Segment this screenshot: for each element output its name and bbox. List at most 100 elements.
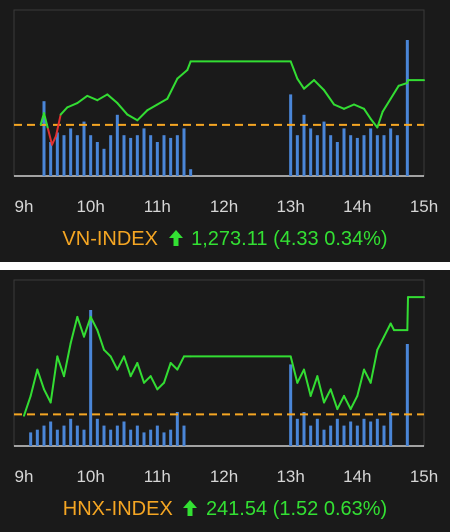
hnx-price-segment [169,362,179,371]
hnx-price-segment [103,348,112,358]
hnx-volume-bar [175,412,179,446]
hnx-price-segment [376,335,385,351]
vn-price-segment [86,94,99,102]
hnx-volume-bar [115,425,119,446]
vn-price-segment [55,113,62,138]
vn-price-segment [136,109,149,122]
vn-index-change: (4.33 0.34%) [273,228,388,250]
hnx-x-tick-label: 9h [15,467,34,486]
hnx-volume-bar [355,425,359,446]
hnx-price-segment [303,368,312,397]
hnx-price-segment [369,348,379,384]
hnx-price-segment [43,388,52,404]
vn-price-segment [369,117,379,129]
vn-volume-bar [355,137,359,176]
hnx-volume-bar [369,421,373,446]
vn-volume-bar [315,135,319,176]
vn-volume-bar [329,135,333,176]
hnx-price-segment [176,355,185,371]
vn-volume-bar [169,137,173,176]
hnx-price-segment [129,362,139,378]
hnx-price-segment [29,368,39,397]
vn-price-segment [296,77,305,90]
vn-volume-bar [95,142,99,176]
hnx-volume-bar [129,429,133,446]
vn-volume-bar [375,135,379,176]
hnx-volume-bar [342,425,346,446]
vn-volume-bar [75,135,79,176]
hnx-volume-bar [182,425,186,446]
hnx-volume-bar [322,429,326,446]
vn-volume-bar [42,101,46,176]
hnx-price-segment [136,362,145,384]
vn-volume-bar [182,128,186,176]
hnx-index-summary: HNX-INDEX 241.54 (1.52 0.63%) [0,498,450,523]
vn-index-name: VN-INDEX [62,228,158,250]
vn-price-segment [176,69,189,80]
vn-volume-bar [322,121,326,176]
hnx-price-segment [76,315,85,338]
vn-volume-bar [142,128,146,176]
hnx-price-segment [143,375,152,384]
hnx-volume-bar [135,425,139,446]
vn-index-panel: 9h 10h 11h 12h 13h 14h 15h VN-INDEX 1,273.11 (… [0,0,450,262]
hnx-x-tick-label: 11h [144,467,171,486]
hnx-volume-bar [315,418,319,446]
vn-price-segment [59,106,69,116]
vn-price-segment [51,135,57,146]
hnx-price-segment [289,355,299,384]
hnx-price-segment [329,388,339,411]
hnx-volume-bar [109,429,113,446]
hnx-volume-bar [405,344,409,446]
hnx-price-segment [389,322,395,332]
hnx-volume-bar [289,364,293,446]
hnx-price-segment [363,368,372,384]
vn-volume-bar [129,137,133,176]
vn-volume-bar [289,94,293,176]
hnx-price-segment [163,362,172,384]
vn-price-segment [289,60,299,80]
vn-price-segment [376,110,384,129]
hnx-volume-bar [382,425,386,446]
hnx-volume-bar [375,418,379,446]
hnx-price-segment [63,342,72,378]
vn-volume-bar [109,135,113,176]
vn-price-segment [146,103,159,112]
hnx-price-segment [69,315,79,345]
hnx-volume-bar [335,418,339,446]
vn-price-segment [343,103,355,110]
hnx-volume-bar [362,418,366,446]
vn-volume-bar [162,135,166,176]
vn-volume-bar [89,135,93,176]
hnx-volume-bar [155,425,159,446]
vn-x-tick-label: 12h [210,197,238,216]
vn-volume-bar [115,114,119,176]
arrow-up-icon [182,499,198,523]
hnx-volume-bar [142,432,146,446]
vn-volume-bar [395,135,399,176]
vn-volume-bar [342,128,346,176]
vn-x-tick-label: 14h [343,197,371,216]
hnx-price-segment [23,394,32,417]
hnx-volume-bar [329,425,333,446]
vn-volume-bar [295,135,299,176]
hnx-price-segment [56,355,65,378]
vn-price-segment [323,89,335,106]
vn-price-segment [106,93,119,105]
hnx-price-segment [309,375,319,397]
hnx-price-segment [156,381,165,391]
hnx-volume-bar [69,418,73,446]
vn-price-segment [126,113,139,122]
hnx-price-segment [109,355,119,371]
vn-volume-bar [302,114,306,176]
hnx-volume-bar [149,429,153,446]
hnx-volume-bar [169,429,173,446]
vn-index-chart: 9h 10h 11h 12h 13h 14h 15h [13,9,438,216]
hnx-volume-bar [62,425,66,446]
hnx-price-segment [356,368,365,397]
hnx-index-panel: 9h 10h 11h 12h 13h 14h 15h HNX-INDEX 241.54 (1… [0,270,450,532]
hnx-price-segment [316,375,325,404]
vn-volume-bar [175,135,179,176]
vn-volume-bar [369,128,373,176]
vn-volume-bar [309,128,313,176]
